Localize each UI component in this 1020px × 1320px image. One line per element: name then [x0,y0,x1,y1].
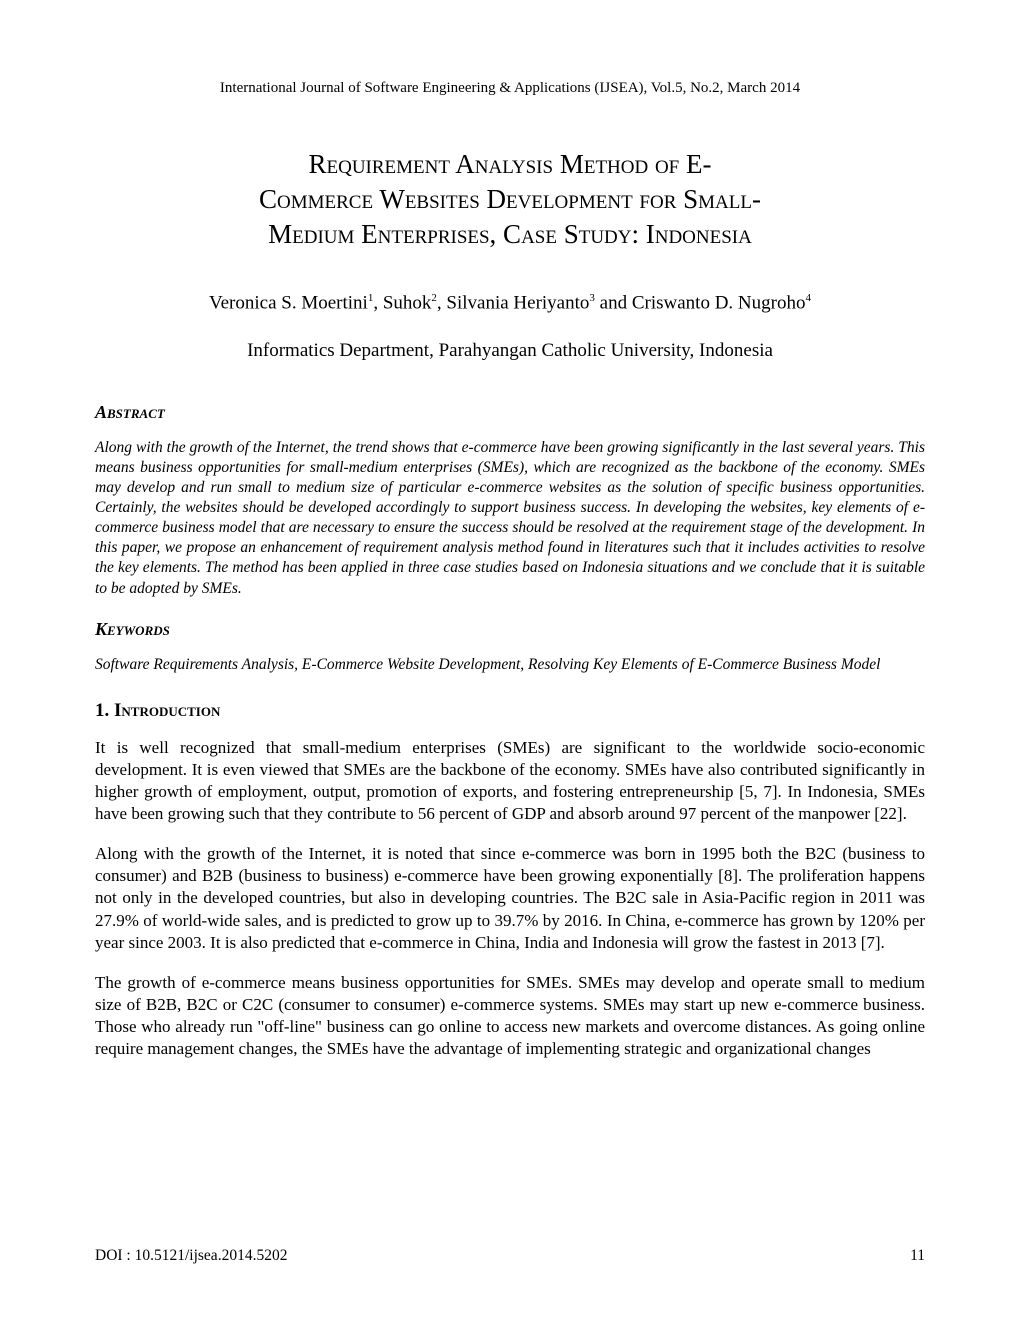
title-line-2: Commerce Websites Development for Small- [259,184,761,214]
title-line-1: Requirement Analysis Method of E- [309,149,712,179]
introduction-heading: 1. Introduction [95,700,925,722]
author-2: Suhok [383,293,432,314]
keywords-heading: Keywords [95,619,925,640]
authors-sep-2: , [437,293,447,314]
author-3: Silvania Heriyanto [446,293,589,314]
paragraph-1: It is well recognized that small-medium … [95,737,925,825]
paragraph-3: The growth of e-commerce means business … [95,972,925,1060]
doi: DOI : 10.5121/ijsea.2014.5202 [95,1247,287,1265]
paragraph-2: Along with the growth of the Internet, i… [95,843,925,953]
author-4: Criswanto D. Nugroho [632,293,806,314]
paper-title: Requirement Analysis Method of E- Commer… [95,147,925,252]
keywords-text: Software Requirements Analysis, E-Commer… [95,655,925,675]
authors-and: and [595,293,632,314]
title-line-3: Medium Enterprises, Case Study: Indonesi… [268,219,752,249]
abstract-heading: Abstract [95,402,925,423]
journal-header: International Journal of Software Engine… [95,80,925,97]
page-number: 11 [910,1247,925,1265]
authors-line: Veronica S. Moertini1, Suhok2, Silvania … [95,292,925,314]
page-footer: DOI : 10.5121/ijsea.2014.5202 11 [95,1247,925,1265]
author-4-sup: 4 [805,292,811,304]
page-container: International Journal of Software Engine… [0,0,1020,1320]
author-1: Veronica S. Moertini [209,293,368,314]
affiliation: Informatics Department, Parahyangan Cath… [95,340,925,362]
authors-sep-1: , [373,293,383,314]
abstract-text: Along with the growth of the Internet, t… [95,438,925,599]
